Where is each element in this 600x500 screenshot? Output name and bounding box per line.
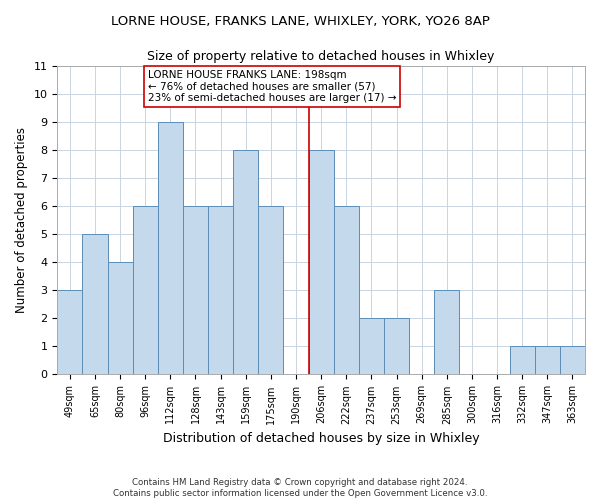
Y-axis label: Number of detached properties: Number of detached properties (15, 127, 28, 313)
Bar (233, 150, 259, 374)
Bar (259, 206, 283, 374)
Bar (183, 206, 208, 374)
Text: LORNE HOUSE FRANKS LANE: 198sqm
← 76% of detached houses are smaller (57)
23% of: LORNE HOUSE FRANKS LANE: 198sqm ← 76% of… (148, 70, 396, 103)
Bar (208, 206, 233, 374)
Bar (308, 150, 334, 374)
Text: LORNE HOUSE, FRANKS LANE, WHIXLEY, YORK, YO26 8AP: LORNE HOUSE, FRANKS LANE, WHIXLEY, YORK,… (110, 15, 490, 28)
Bar (107, 262, 133, 374)
Bar (359, 318, 384, 374)
Bar (57, 290, 82, 374)
Bar (434, 290, 460, 374)
Text: Contains HM Land Registry data © Crown copyright and database right 2024.
Contai: Contains HM Land Registry data © Crown c… (113, 478, 487, 498)
Bar (560, 346, 585, 374)
Bar (535, 346, 560, 374)
Bar (82, 234, 107, 374)
Bar (334, 206, 359, 374)
Bar (384, 318, 409, 374)
Bar (158, 122, 183, 374)
Bar (133, 206, 158, 374)
Bar (509, 346, 535, 374)
Title: Size of property relative to detached houses in Whixley: Size of property relative to detached ho… (148, 50, 495, 63)
X-axis label: Distribution of detached houses by size in Whixley: Distribution of detached houses by size … (163, 432, 479, 445)
